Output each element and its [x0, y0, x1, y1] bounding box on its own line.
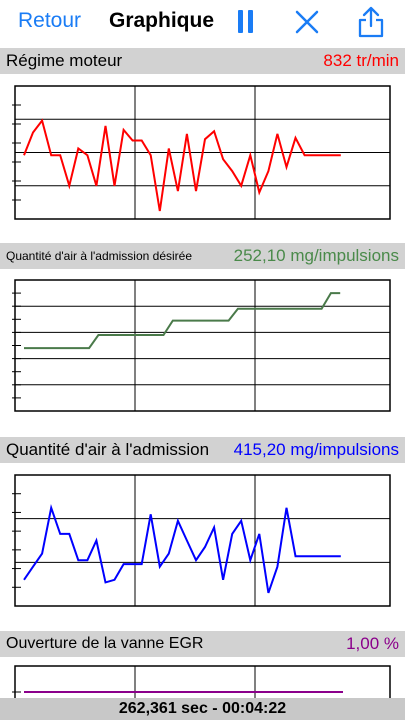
section-value: 415,20 mg/impulsions: [233, 440, 399, 459]
series-line: [23, 118, 341, 212]
egr-valve-chart: [12, 665, 391, 698]
share-icon[interactable]: [356, 5, 386, 39]
section-header-air-intake: Quantité d'air à l'admission 415,20 mg/i…: [0, 437, 405, 463]
section-label: Quantité d'air à l'admission: [6, 440, 210, 459]
section-label: Quantité d'air à l'admission désirée: [6, 249, 193, 263]
chart-frame: [14, 474, 391, 607]
series-line: [24, 292, 341, 350]
back-button[interactable]: Retour: [18, 9, 82, 32]
section-header-engine-speed: Régime moteur 832 tr/min: [0, 48, 405, 74]
section-value: 252,10 mg/impulsions: [233, 246, 399, 265]
footer-bar: 262,361 sec - 00:04:22: [0, 698, 405, 720]
chart-frame: [14, 665, 391, 698]
air-intake-chart: [12, 474, 391, 607]
section-header-desired-air: Quantité d'air à l'admission désirée 252…: [0, 243, 405, 269]
page-title: Graphique: [109, 9, 215, 32]
section-label: Régime moteur: [6, 51, 123, 70]
pause-icon[interactable]: [236, 8, 256, 35]
section-value: 832 tr/min: [323, 51, 399, 70]
section-value: 1,00 %: [346, 634, 399, 653]
section-label: Ouverture de la vanne EGR: [6, 635, 204, 652]
desired-air-chart: [12, 279, 391, 412]
engine-speed-chart: [12, 85, 391, 220]
close-icon[interactable]: [294, 9, 320, 35]
section-header-egr-valve: Ouverture de la vanne EGR 1,00 %: [0, 631, 405, 657]
elapsed-time: 262,361 sec - 00:04:22: [118, 700, 287, 717]
navigation-bar: Retour Graphique: [0, 0, 405, 44]
chart-frame: [14, 279, 391, 412]
series-line: [23, 503, 341, 594]
